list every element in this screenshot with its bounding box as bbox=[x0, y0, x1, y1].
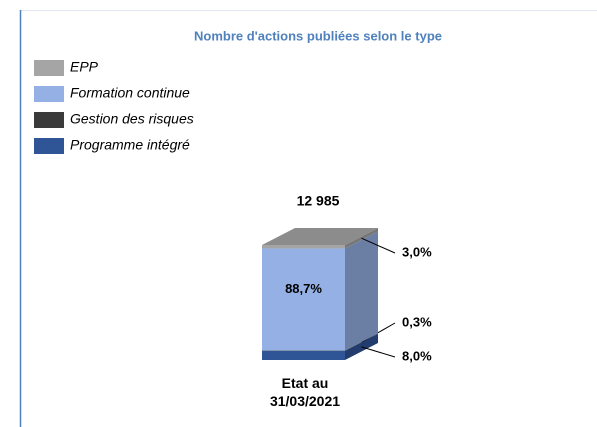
data-label: 0,3% bbox=[402, 314, 432, 329]
legend-swatch bbox=[34, 138, 64, 154]
frame bbox=[20, 10, 597, 427]
bar-top bbox=[262, 228, 378, 245]
chart-title: Nombre d'actions publiées selon le type bbox=[194, 28, 442, 43]
legend-swatch bbox=[34, 60, 64, 76]
leader-line bbox=[361, 237, 396, 254]
legend-label: Formation continue bbox=[70, 85, 190, 101]
legend-label: EPP bbox=[70, 59, 99, 75]
leader-line bbox=[361, 346, 396, 358]
total-label: 12 985 bbox=[297, 193, 340, 209]
bar-front bbox=[262, 350, 345, 360]
legend-swatch bbox=[34, 112, 64, 128]
bar-front bbox=[262, 245, 345, 249]
legend-label: Programme intégré bbox=[70, 137, 190, 153]
legend-swatch bbox=[34, 86, 64, 102]
bar-front bbox=[262, 248, 345, 351]
data-label: 88,7% bbox=[285, 281, 322, 296]
data-label: 8,0% bbox=[402, 348, 432, 363]
x-tick-label: Etat au 31/03/2021 bbox=[269, 375, 341, 409]
data-label: 3,0% bbox=[402, 244, 432, 259]
bar-side bbox=[345, 231, 378, 351]
legend-label: Gestion des risques bbox=[70, 111, 194, 127]
